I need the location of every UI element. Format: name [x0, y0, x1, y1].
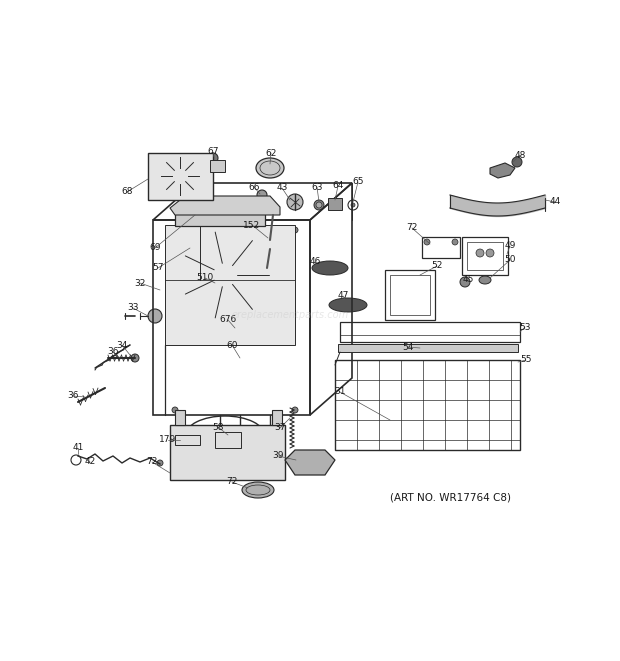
- Circle shape: [302, 454, 318, 470]
- Text: 510: 510: [197, 274, 214, 282]
- Text: 31: 31: [334, 387, 346, 397]
- Text: 65: 65: [352, 178, 364, 186]
- Text: 45: 45: [463, 276, 474, 284]
- Circle shape: [512, 157, 522, 167]
- Polygon shape: [338, 344, 518, 352]
- Text: 43: 43: [277, 184, 288, 192]
- Text: 63: 63: [311, 182, 323, 192]
- Text: 54: 54: [402, 342, 414, 352]
- Circle shape: [332, 201, 338, 207]
- Text: 72: 72: [146, 457, 157, 467]
- Polygon shape: [148, 153, 213, 200]
- Circle shape: [131, 354, 139, 362]
- Text: 60: 60: [226, 340, 237, 350]
- Text: 37: 37: [274, 424, 286, 432]
- Text: 68: 68: [122, 188, 133, 196]
- Ellipse shape: [242, 482, 274, 498]
- Text: 152: 152: [244, 221, 260, 229]
- Ellipse shape: [329, 298, 367, 312]
- Circle shape: [183, 428, 191, 436]
- Polygon shape: [272, 410, 282, 425]
- Text: 62: 62: [265, 149, 277, 157]
- Text: 72: 72: [226, 477, 237, 486]
- Circle shape: [486, 249, 494, 257]
- Text: 46: 46: [309, 258, 321, 266]
- Text: 66: 66: [248, 182, 260, 192]
- Circle shape: [292, 407, 298, 413]
- Text: 57: 57: [153, 264, 164, 272]
- Circle shape: [476, 249, 484, 257]
- Text: 49: 49: [504, 241, 516, 251]
- Polygon shape: [285, 450, 335, 475]
- Circle shape: [424, 239, 430, 245]
- Circle shape: [180, 230, 270, 320]
- Text: 32: 32: [135, 278, 146, 288]
- Circle shape: [220, 432, 236, 448]
- Circle shape: [157, 460, 163, 466]
- Polygon shape: [170, 196, 280, 215]
- Ellipse shape: [479, 276, 491, 284]
- Text: 48: 48: [515, 151, 526, 159]
- Circle shape: [460, 277, 470, 287]
- Polygon shape: [328, 198, 342, 210]
- Text: 47: 47: [337, 292, 348, 301]
- Circle shape: [160, 156, 200, 196]
- Text: 69: 69: [149, 243, 161, 253]
- Circle shape: [172, 407, 178, 413]
- Text: 44: 44: [549, 198, 560, 206]
- Text: 42: 42: [84, 457, 95, 467]
- Text: 34: 34: [117, 340, 128, 350]
- Text: 72: 72: [406, 223, 418, 233]
- Ellipse shape: [174, 466, 202, 480]
- Text: 55: 55: [520, 356, 532, 364]
- Text: 41: 41: [73, 444, 84, 453]
- Text: 64: 64: [332, 182, 343, 190]
- Polygon shape: [490, 163, 515, 178]
- Circle shape: [351, 203, 355, 207]
- Circle shape: [265, 239, 275, 249]
- Text: 53: 53: [520, 323, 531, 332]
- Polygon shape: [175, 210, 265, 226]
- Circle shape: [172, 168, 188, 184]
- Polygon shape: [170, 425, 285, 480]
- Text: 39: 39: [272, 451, 284, 461]
- Text: 36: 36: [107, 348, 119, 356]
- Circle shape: [213, 263, 237, 287]
- Circle shape: [314, 200, 324, 210]
- Text: (ART NO. WR17764 C8): (ART NO. WR17764 C8): [389, 493, 510, 503]
- Text: 50: 50: [504, 256, 516, 264]
- Circle shape: [287, 194, 303, 210]
- Text: 676: 676: [219, 315, 237, 325]
- Circle shape: [172, 227, 178, 233]
- Text: ereplacementparts.com: ereplacementparts.com: [231, 310, 348, 320]
- Text: 58: 58: [212, 422, 224, 432]
- Circle shape: [208, 153, 218, 163]
- Circle shape: [262, 269, 270, 277]
- Text: 33: 33: [127, 303, 139, 313]
- Text: 67: 67: [207, 147, 219, 157]
- Polygon shape: [165, 225, 295, 345]
- Circle shape: [452, 239, 458, 245]
- Circle shape: [148, 309, 162, 323]
- Text: 36: 36: [67, 391, 79, 401]
- Text: 179: 179: [159, 436, 177, 444]
- Ellipse shape: [257, 190, 267, 200]
- Circle shape: [292, 227, 298, 233]
- Circle shape: [195, 245, 255, 305]
- Ellipse shape: [312, 261, 348, 275]
- Polygon shape: [210, 160, 225, 172]
- Text: 52: 52: [432, 262, 443, 270]
- Polygon shape: [175, 410, 185, 425]
- Circle shape: [316, 202, 322, 208]
- Ellipse shape: [256, 158, 284, 178]
